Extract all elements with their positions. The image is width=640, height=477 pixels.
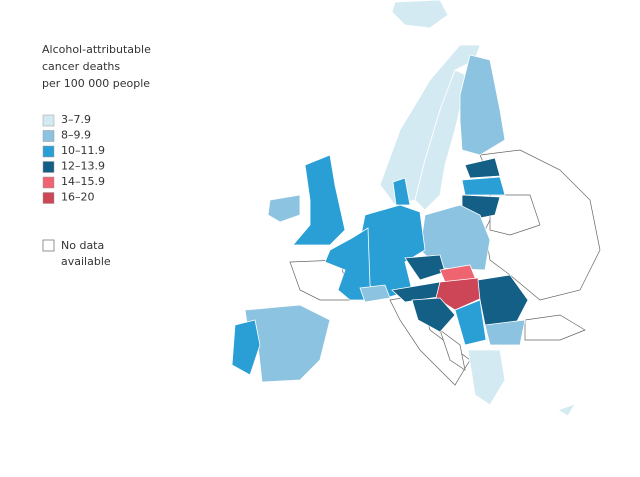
country (267, 194, 301, 223)
legend-label: 14–15.9 (61, 175, 105, 188)
country (231, 319, 261, 376)
country (391, 0, 449, 29)
legend-swatch (42, 145, 55, 158)
country (524, 314, 586, 341)
legend-title: cancer deaths (42, 60, 120, 73)
legend-title: Alcohol-attributable (42, 43, 151, 56)
country (439, 329, 466, 371)
country (392, 177, 411, 206)
country (489, 194, 541, 236)
country (454, 299, 487, 346)
country (404, 254, 446, 281)
country (467, 349, 506, 406)
country (557, 403, 576, 417)
legend-label: 8–9.9 (61, 129, 91, 142)
country (411, 297, 456, 333)
legend-swatch (42, 176, 55, 189)
country (435, 277, 483, 311)
legend-label: 12–13.9 (61, 160, 105, 173)
legend-label: available (61, 255, 111, 268)
legend-label: 16–20 (61, 191, 95, 204)
legend-swatch (42, 130, 55, 142)
country (419, 204, 491, 271)
legend-title: per 100 000 people (42, 77, 150, 90)
legend: Alcohol-attributable cancer deaths per 100… (42, 43, 151, 268)
country (292, 154, 346, 246)
legend-swatch (42, 114, 55, 127)
legend-swatch (42, 192, 55, 204)
country-shapes (231, 0, 601, 417)
legend-label: 3–7.9 (61, 113, 91, 126)
legend-label: No data (61, 239, 104, 252)
legend-label: 10–11.9 (61, 144, 105, 157)
legend-swatch (42, 161, 55, 173)
country (359, 284, 391, 303)
country (484, 319, 526, 346)
country (464, 157, 501, 179)
country (379, 44, 481, 206)
country (324, 227, 381, 301)
legend-swatch (42, 239, 55, 252)
country (459, 54, 506, 156)
country (461, 176, 506, 196)
